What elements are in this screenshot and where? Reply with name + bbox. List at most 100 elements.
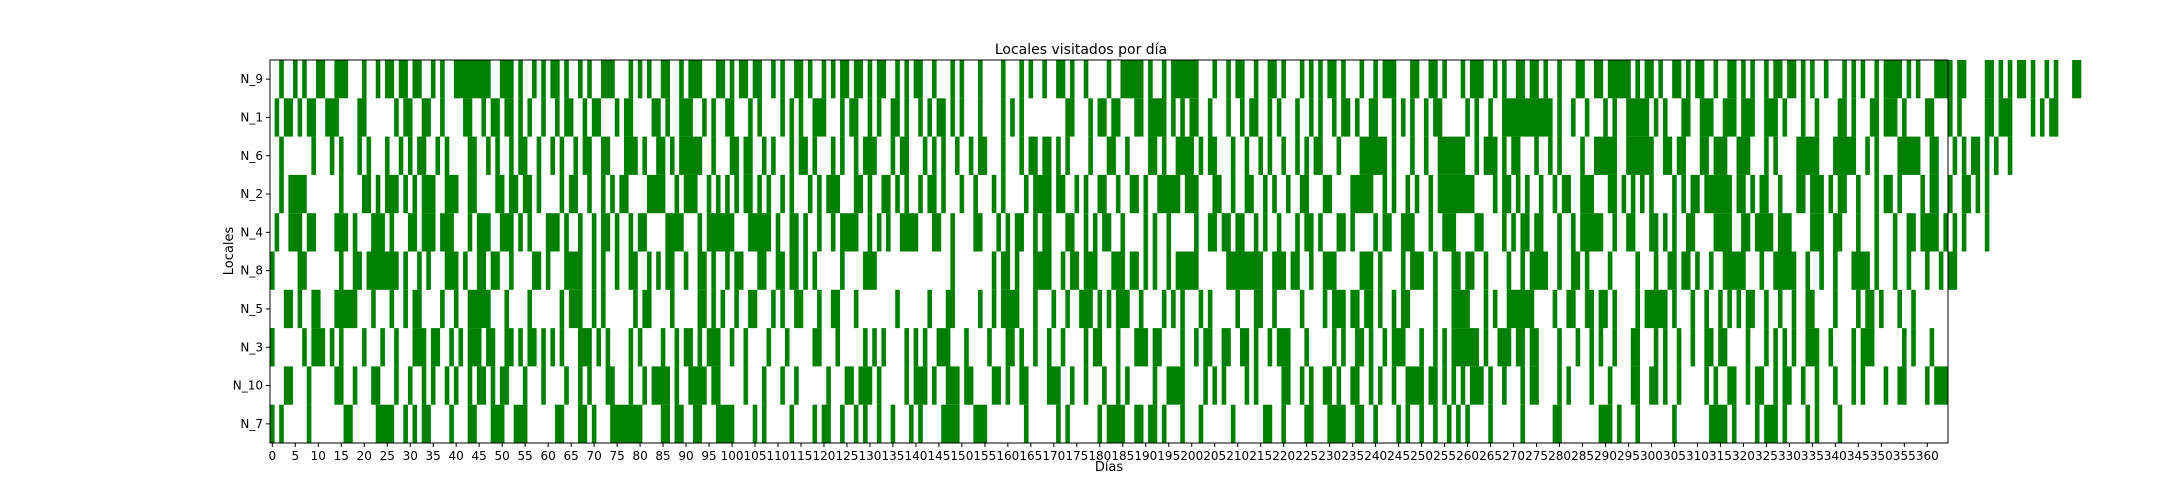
visit-cell xyxy=(591,404,597,443)
visit-cell xyxy=(338,136,344,175)
x-tick-label: 185 xyxy=(1111,449,1134,463)
visit-cell xyxy=(536,136,542,175)
visit-cell xyxy=(357,136,362,175)
visit-cell xyxy=(541,366,546,405)
visit-cell xyxy=(1125,366,1130,405)
y-tick-label: N_2 xyxy=(240,187,263,201)
visit-cell xyxy=(1699,136,1709,175)
visit-cell xyxy=(1065,136,1070,175)
visit-cell xyxy=(1833,213,1843,252)
visit-cell xyxy=(522,366,528,405)
x-tick-label: 20 xyxy=(357,449,372,463)
x-tick-label: 45 xyxy=(472,449,487,463)
visit-cell xyxy=(1856,289,1861,329)
visit-cell xyxy=(279,60,284,99)
x-tick-label: 55 xyxy=(518,449,533,463)
visit-cell xyxy=(398,136,404,175)
visit-cell xyxy=(1851,60,1857,99)
visit-cell xyxy=(1708,404,1728,443)
visit-cell xyxy=(545,213,560,252)
chart-title: Locales visitados por día xyxy=(995,42,1167,58)
x-tick-label: 335 xyxy=(1801,449,1824,463)
visit-cell xyxy=(325,98,339,137)
visit-cell xyxy=(1874,213,1880,252)
visit-cell xyxy=(711,136,716,175)
visit-cell xyxy=(771,289,776,329)
visit-cell xyxy=(748,213,772,252)
visit-cell xyxy=(1097,289,1103,329)
visit-cell xyxy=(1598,404,1613,443)
visit-cell xyxy=(1212,60,1218,99)
visit-cell xyxy=(1433,404,1438,443)
visit-cell xyxy=(761,404,767,443)
visit-cell xyxy=(789,404,795,443)
x-tick-label: 230 xyxy=(1318,449,1341,463)
visit-cell xyxy=(1327,404,1346,443)
visit-cell xyxy=(1423,136,1429,175)
x-tick-label: 105 xyxy=(744,449,767,463)
visit-cell xyxy=(932,136,937,175)
visit-cell xyxy=(1115,174,1121,214)
visit-cell xyxy=(1171,98,1176,137)
visit-cell xyxy=(1883,98,1898,137)
visit-cell xyxy=(830,60,836,99)
visit-cell xyxy=(1502,98,1553,137)
visit-cell xyxy=(426,251,431,290)
x-tick-label: 345 xyxy=(1847,449,1870,463)
visit-cell xyxy=(1290,251,1300,290)
visit-cell xyxy=(1695,251,1700,290)
visit-cell xyxy=(679,60,684,99)
visit-cell xyxy=(1860,366,1866,405)
visit-cell xyxy=(1502,213,1507,252)
visit-cell xyxy=(338,174,344,214)
visit-cell xyxy=(412,289,422,329)
visit-cell xyxy=(311,136,316,175)
visit-cell xyxy=(1488,366,1493,405)
visit-cell xyxy=(780,174,785,214)
visit-cell xyxy=(1773,60,1783,99)
visit-cell xyxy=(1598,328,1604,367)
visit-cell xyxy=(1065,213,1075,252)
visit-cell xyxy=(863,136,877,175)
visit-cell xyxy=(1244,366,1250,405)
visit-cell xyxy=(334,366,344,405)
visit-cell xyxy=(1594,136,1617,175)
x-tick-label: 50 xyxy=(495,449,510,463)
visit-cell xyxy=(1442,213,1457,252)
visit-cell xyxy=(950,60,955,99)
visit-cell xyxy=(476,213,491,252)
y-tick-label: N_8 xyxy=(240,264,263,278)
visit-cell xyxy=(840,213,859,252)
visit-cell xyxy=(1598,289,1608,329)
x-tick-label: 30 xyxy=(403,449,418,463)
visit-cell xyxy=(1777,213,1792,252)
visit-cell xyxy=(1580,213,1604,252)
visit-cell xyxy=(1580,174,1595,214)
visit-cell xyxy=(775,251,785,290)
visit-cell xyxy=(1828,328,1834,367)
visit-cell xyxy=(853,174,864,214)
visit-cell xyxy=(1741,213,1751,252)
visit-cell xyxy=(697,289,707,329)
visit-cell xyxy=(527,328,537,367)
visit-cell xyxy=(706,328,721,367)
visit-cell xyxy=(863,251,877,290)
visit-cell xyxy=(1138,289,1144,329)
visit-cell xyxy=(568,174,579,214)
visit-cell xyxy=(1635,60,1640,99)
visit-cell xyxy=(771,60,776,99)
visit-cell xyxy=(1000,174,1006,214)
visit-cell xyxy=(1860,60,1866,99)
visit-cell xyxy=(1115,328,1121,367)
visit-cell xyxy=(1134,404,1144,443)
visit-cell xyxy=(1304,404,1314,443)
visit-cell xyxy=(412,404,418,443)
visit-cell xyxy=(1764,98,1778,137)
visit-cell xyxy=(1911,289,1916,329)
visit-cell xyxy=(780,366,785,405)
visit-cell xyxy=(743,136,753,175)
visit-cell xyxy=(1083,174,1089,214)
visit-cell xyxy=(1465,251,1475,290)
visit-cell xyxy=(311,328,326,367)
visit-cell xyxy=(1437,174,1475,214)
